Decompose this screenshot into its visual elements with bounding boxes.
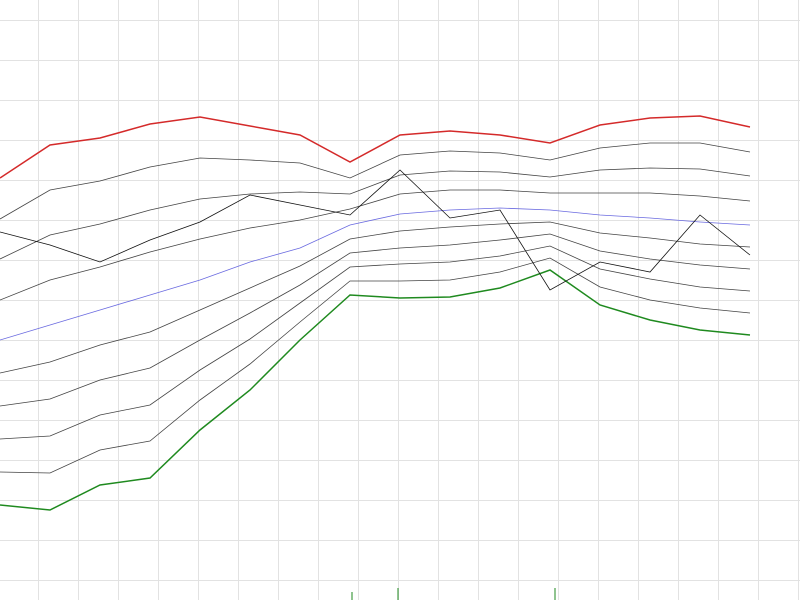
- series-line: [0, 257, 751, 474]
- series-line: [0, 169, 751, 291]
- series-line: [0, 233, 751, 407]
- series-line: [0, 221, 751, 374]
- series-line: [0, 189, 751, 301]
- series-line: [0, 269, 751, 511]
- series-line: [0, 167, 751, 260]
- series-line: [0, 142, 751, 220]
- series-line: [0, 207, 751, 341]
- series-line: [0, 115, 751, 179]
- series-line: [0, 245, 751, 440]
